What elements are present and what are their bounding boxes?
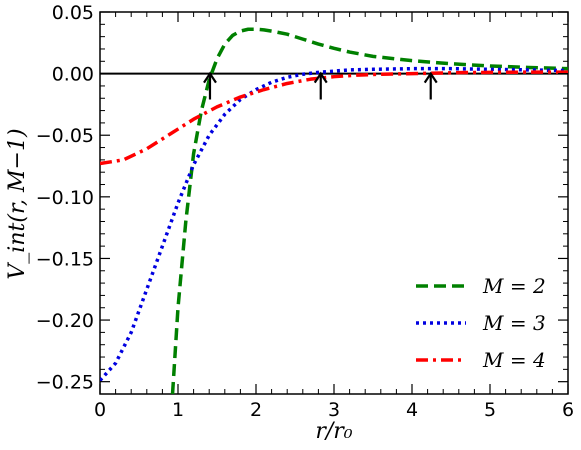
x-tick-label: 5 [484, 399, 496, 421]
axes-frame [99, 11, 569, 395]
legend-label-m2: M = 2 [482, 274, 546, 298]
ticks-layer [99, 11, 569, 395]
x-tick-label: 3 [328, 399, 340, 421]
x-tick-label: 4 [406, 399, 418, 421]
x-axis-label: r/r₀ [315, 419, 352, 444]
arrow-annotation-1 [203, 71, 217, 100]
arrow-annotation-3 [423, 71, 438, 100]
x-tick-label: 1 [172, 399, 184, 421]
y-axis-label: V_int(r, M−1) [5, 128, 30, 279]
y-tick-label: 0.05 [52, 2, 94, 24]
annotation-layer [203, 71, 438, 100]
y-tick-label: −0.10 [36, 187, 94, 209]
series-line-2 [170, 27, 568, 394]
y-tick-label: 0.00 [52, 64, 94, 86]
series-layer [100, 27, 568, 394]
y-tick-label: −0.25 [36, 372, 94, 394]
x-tick-label: 2 [250, 399, 262, 421]
y-tick-label: −0.20 [36, 310, 94, 332]
series-line-4 [100, 70, 568, 166]
x-tick-label: 0 [94, 399, 106, 421]
legend-label-m4: M = 4 [482, 348, 546, 372]
arrow-annotation-2 [313, 71, 328, 100]
tick-labels-layer: 0 1 2 3 4 5 6 0.05 0.00 −0.05 −0.10 −0.15 −0.20 −0.25 [36, 2, 574, 421]
y-tick-label: −0.15 [36, 248, 94, 270]
legend: M = 2 M = 3 M = 4 [416, 274, 546, 372]
x-tick-label: 6 [562, 399, 574, 421]
y-tick-label: −0.05 [36, 125, 94, 147]
series-line-3 [100, 66, 568, 382]
legend-label-m3: M = 3 [482, 311, 546, 335]
plot-area-frame [99, 11, 569, 395]
